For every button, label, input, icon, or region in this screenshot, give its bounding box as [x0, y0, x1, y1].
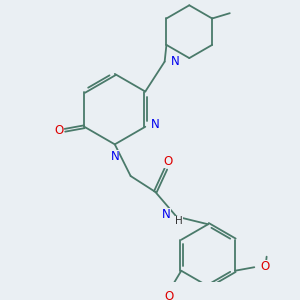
Text: O: O [164, 290, 174, 300]
Text: N: N [151, 118, 159, 131]
Text: N: N [110, 150, 119, 163]
Text: H: H [175, 216, 183, 226]
Text: O: O [163, 155, 172, 169]
Text: N: N [162, 208, 171, 221]
Text: O: O [54, 124, 63, 137]
Text: O: O [261, 260, 270, 273]
Text: N: N [171, 55, 179, 68]
